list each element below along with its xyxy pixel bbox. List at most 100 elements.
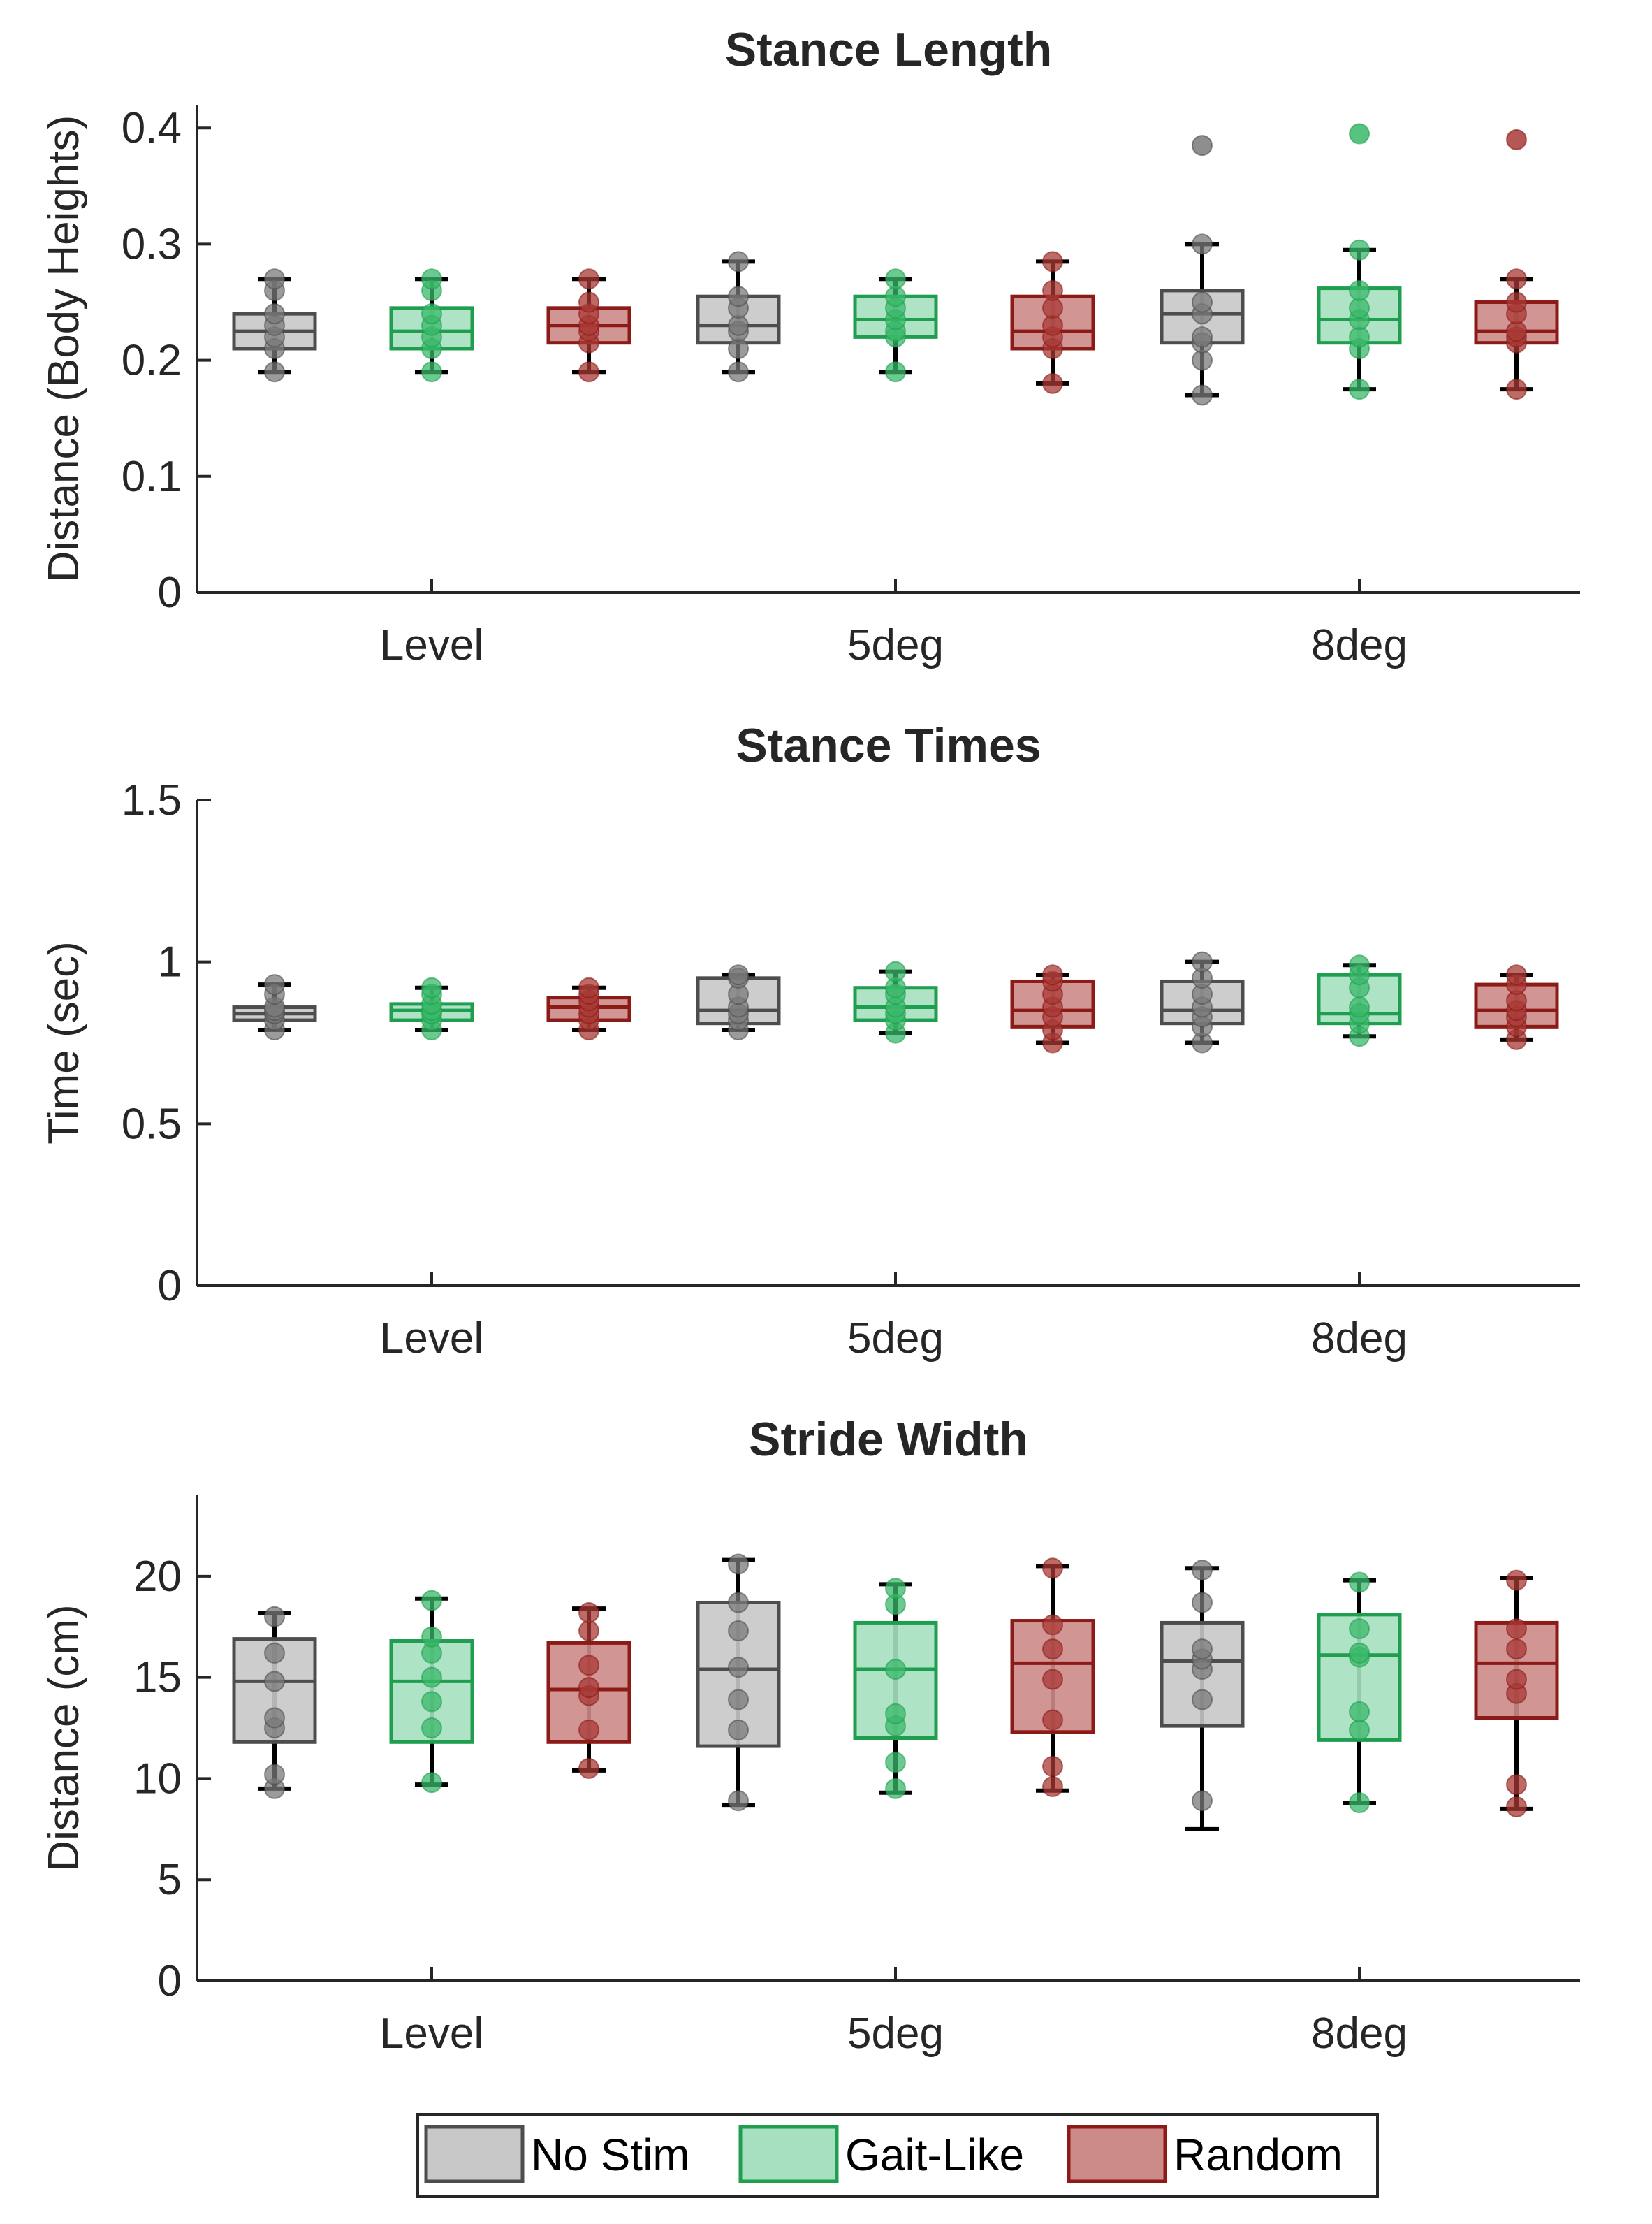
data-point — [264, 361, 285, 383]
box-gait-like-8deg — [1317, 123, 1402, 400]
data-point — [728, 314, 749, 336]
data-point — [1506, 1618, 1527, 1640]
data-point — [1349, 1642, 1370, 1664]
data-point — [1349, 1792, 1370, 1814]
data-point — [1506, 291, 1527, 313]
box-no-stim-8deg — [1160, 1560, 1245, 1831]
x-tick-label-level: Level — [380, 2009, 483, 2058]
data-point — [421, 1590, 442, 1611]
data-point — [1042, 1614, 1063, 1636]
legend-label: Gait-Like — [845, 2130, 1024, 2180]
data-point — [885, 268, 906, 290]
outlier-point — [1349, 123, 1370, 145]
y-axis-label: Distance (Body Heights) — [40, 115, 88, 583]
data-point — [421, 1772, 442, 1794]
y-tick-label: 0 — [158, 1957, 182, 2005]
y-tick-label: 10 — [133, 1754, 182, 1803]
data-point — [1506, 1638, 1527, 1660]
data-point — [421, 1717, 442, 1739]
panel-stance-length: Stance Length Distance (Body Heights) 0 0.1… — [40, 23, 1580, 669]
data-point — [1349, 239, 1370, 261]
y-tick-label: 0.2 — [122, 337, 182, 385]
data-point — [1192, 1560, 1213, 1581]
legend-label: Random — [1174, 2130, 1343, 2180]
data-point — [885, 961, 906, 982]
y-tick-label: 20 — [133, 1553, 182, 1601]
box-random-8deg — [1474, 964, 1559, 1050]
box-no-stim-5deg — [696, 964, 781, 1040]
y-tick-label: 5 — [158, 1856, 182, 1904]
y-axis-label: Time (sec) — [40, 941, 88, 1144]
data-point — [1506, 379, 1527, 400]
box-gait-like-8deg — [1317, 954, 1402, 1047]
chart-title: Stance Times — [736, 719, 1041, 772]
data-point — [578, 268, 599, 290]
data-point — [578, 1719, 599, 1740]
data-point — [1506, 1774, 1527, 1796]
data-point — [1506, 1669, 1527, 1690]
data-point — [578, 1620, 599, 1642]
box-no-stim-level — [232, 1606, 317, 1799]
box-no-stim-level — [232, 268, 317, 383]
x-tick-label-8deg: 8deg — [1311, 2009, 1408, 2058]
data-point — [1042, 314, 1063, 336]
box-gait-like-8deg — [1317, 1571, 1402, 1814]
legend-label: No Stim — [531, 2130, 690, 2180]
box-gait-like-level — [389, 268, 474, 383]
data-point — [578, 1601, 599, 1623]
box-no-stim-8deg — [1160, 951, 1245, 1054]
data-point — [1506, 1569, 1527, 1591]
data-point — [728, 1620, 749, 1642]
data-point — [578, 291, 599, 313]
data-point — [421, 303, 442, 325]
x-tick-label-8deg: 8deg — [1311, 1314, 1408, 1362]
data-point — [728, 251, 749, 272]
data-point — [1349, 326, 1370, 348]
data-point — [1349, 1719, 1370, 1740]
data-point — [1042, 964, 1063, 986]
x-tick-label-level: Level — [380, 621, 483, 669]
data-point — [728, 1689, 749, 1710]
box-random-level — [546, 268, 631, 383]
data-point — [421, 1691, 442, 1713]
data-point — [421, 361, 442, 383]
data-point — [1192, 1592, 1213, 1613]
data-point — [1192, 291, 1213, 313]
data-point — [578, 1655, 599, 1676]
data-point — [1042, 1709, 1063, 1731]
data-point — [728, 338, 749, 359]
legend-swatch — [1067, 2125, 1167, 2183]
data-point — [728, 361, 749, 383]
data-point — [264, 268, 285, 290]
data-point — [264, 974, 285, 996]
data-point — [1042, 372, 1063, 394]
y-tick-label: 0.5 — [122, 1100, 182, 1148]
legend-swatch — [738, 2125, 839, 2183]
data-point — [1349, 1618, 1370, 1640]
data-point — [578, 977, 599, 998]
data-point — [728, 1592, 749, 1613]
x-tick-label-5deg: 5deg — [847, 621, 944, 669]
data-point — [578, 1677, 599, 1699]
data-point — [1506, 268, 1527, 290]
box-no-stim-level — [232, 974, 317, 1040]
data-point — [1042, 297, 1063, 319]
data-point — [1042, 1756, 1063, 1778]
data-point — [1042, 1638, 1063, 1660]
data-point — [1349, 279, 1370, 301]
data-point — [1192, 951, 1213, 973]
box-random-8deg — [1474, 1569, 1559, 1817]
y-tick-label: 1.5 — [122, 776, 182, 824]
box-random-5deg — [1010, 1557, 1095, 1797]
data-point — [728, 1719, 749, 1740]
data-point — [885, 1659, 906, 1680]
data-point — [421, 1666, 442, 1688]
data-point — [885, 361, 906, 383]
box-gait-like-5deg — [853, 961, 938, 1044]
data-point — [1042, 279, 1063, 301]
box-gait-like-5deg — [853, 268, 938, 383]
y-tick-label: 0 — [158, 1262, 182, 1310]
data-point — [1192, 1638, 1213, 1660]
data-point — [1192, 349, 1213, 371]
box-random-5deg — [1010, 251, 1095, 394]
